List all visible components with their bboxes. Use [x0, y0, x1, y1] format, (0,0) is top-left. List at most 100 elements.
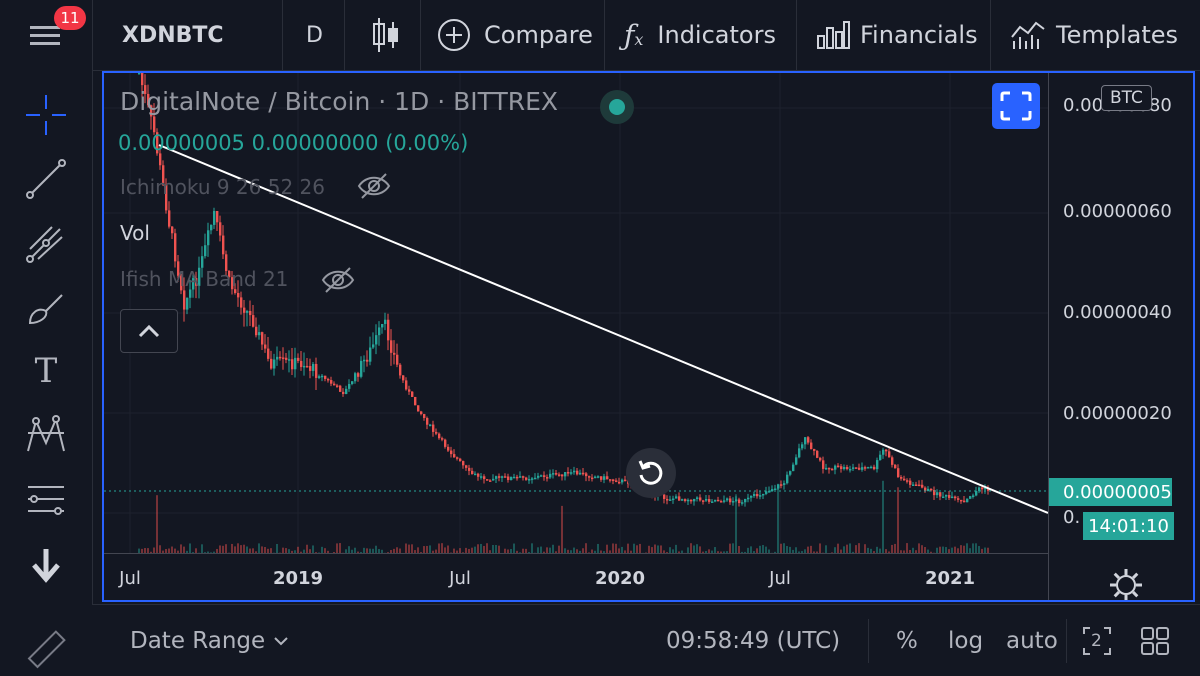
fib-tool[interactable]: [20, 218, 72, 268]
candle-body: [318, 376, 320, 378]
volume-bar: [258, 543, 260, 553]
date-range-button[interactable]: Date Range: [130, 605, 289, 676]
eye-off-icon[interactable]: [356, 171, 392, 201]
candle-body: [783, 483, 785, 485]
candle-body: [489, 480, 491, 482]
chart-pane[interactable]: DigitalNote / Bitcoin · 1D · BITTREX 0.0…: [102, 71, 1195, 602]
eye-off-icon[interactable]: [320, 265, 356, 295]
prediction-tool[interactable]: [20, 474, 72, 524]
crosshair-tool[interactable]: [20, 90, 72, 140]
candle-body: [819, 458, 821, 461]
price-axis[interactable]: 0.00000080 BTC 0.00000060 0.00000040 0.0…: [1048, 73, 1195, 602]
volume-bar: [699, 546, 701, 553]
volume-bar: [735, 494, 737, 553]
indicators-button[interactable]: ƒx Indicators: [624, 0, 776, 70]
volume-bar: [225, 544, 227, 553]
log-scale-button[interactable]: log: [948, 605, 983, 676]
candle-body: [213, 211, 215, 225]
pattern-icon: [24, 413, 68, 457]
volume-bar: [696, 544, 698, 553]
volume-bar: [276, 544, 278, 553]
candle-body: [243, 308, 245, 313]
candle-body: [375, 335, 377, 344]
indicator-ifish[interactable]: Ifish MA Band 21: [120, 267, 288, 291]
volume-bar: [306, 545, 308, 553]
candle-body: [261, 332, 263, 344]
volume-bar: [918, 543, 920, 553]
auto-scale-button[interactable]: auto: [1006, 605, 1058, 676]
interval-button[interactable]: D: [306, 0, 323, 70]
compare-button[interactable]: Compare: [436, 0, 593, 70]
collapse-legend-button[interactable]: [120, 309, 178, 353]
candle-body: [366, 360, 368, 362]
candle-body: [501, 476, 503, 478]
candle-body: [762, 494, 764, 496]
chart-type-button[interactable]: [370, 0, 402, 70]
candle-body: [981, 487, 983, 489]
volume-bar: [693, 545, 695, 553]
candle-body: [855, 467, 857, 469]
more-tools-button[interactable]: [20, 540, 72, 590]
volume-bar: [336, 543, 338, 553]
time-axis[interactable]: Jul 2019 Jul 2020 Jul 2021: [104, 553, 1048, 602]
settings-gear-icon[interactable]: [1106, 565, 1146, 602]
indicators-label: Indicators: [657, 21, 776, 49]
candle-body: [825, 468, 827, 470]
candle-body: [717, 500, 719, 502]
ruler-tool[interactable]: [20, 625, 72, 675]
crosshair-icon: [24, 93, 68, 137]
brush-tool[interactable]: [20, 282, 72, 332]
grid-layout-button[interactable]: [1140, 605, 1170, 676]
percent-scale-button[interactable]: %: [896, 605, 918, 676]
candle-body: [846, 467, 848, 469]
candle-body: [693, 499, 695, 501]
templates-button[interactable]: Templates: [1010, 0, 1178, 70]
volume-bar: [897, 487, 899, 553]
fullscreen-button[interactable]: [992, 83, 1040, 129]
volume-bar: [156, 495, 158, 553]
trend-line[interactable]: [159, 145, 1048, 513]
candle-body: [750, 496, 752, 498]
candle-body: [678, 496, 680, 500]
candle-body: [471, 471, 473, 474]
text-tool[interactable]: T: [20, 346, 72, 396]
candle-body: [729, 498, 731, 502]
time-label: 2020: [595, 568, 645, 589]
volume-bar: [411, 544, 413, 553]
candle-body: [171, 227, 173, 234]
candle-body: [240, 297, 242, 307]
indicator-ichimoku[interactable]: Ichimoku 9 26 52 26: [120, 175, 325, 199]
volume-bar: [477, 544, 479, 553]
candle-body: [273, 360, 275, 369]
candle-body: [570, 472, 572, 474]
candle-body: [282, 357, 284, 359]
candle-body: [714, 500, 716, 502]
candle-body: [966, 499, 968, 502]
candle-body: [561, 474, 563, 476]
utc-clock[interactable]: 09:58:49 (UTC): [666, 605, 840, 676]
volume-bar: [783, 543, 785, 553]
currency-button[interactable]: BTC: [1101, 85, 1152, 111]
candle-body: [306, 366, 308, 368]
candle-body: [387, 320, 389, 341]
candle-body: [138, 73, 140, 74]
candle-body: [723, 500, 725, 502]
candle-body: [960, 500, 962, 502]
reset-chart-button[interactable]: [626, 448, 676, 498]
volume-bar: [234, 546, 236, 553]
symbol-search-button[interactable]: XDNBTC: [122, 0, 224, 70]
financials-button[interactable]: Financials: [816, 0, 978, 70]
pattern-tool[interactable]: [20, 410, 72, 460]
indicator-volume[interactable]: Vol: [120, 221, 150, 245]
volume-bar: [660, 545, 662, 553]
financials-label: Financials: [860, 21, 978, 49]
volume-bar: [978, 546, 980, 553]
candle-body: [585, 473, 587, 476]
candle-body: [582, 473, 584, 475]
indicator-label: Vol: [120, 221, 150, 245]
trend-line-tool[interactable]: [20, 154, 72, 204]
volume-bar: [675, 545, 677, 553]
layout-count-button[interactable]: 2: [1082, 605, 1112, 676]
candle-body: [513, 477, 515, 479]
candle-body: [675, 496, 677, 498]
